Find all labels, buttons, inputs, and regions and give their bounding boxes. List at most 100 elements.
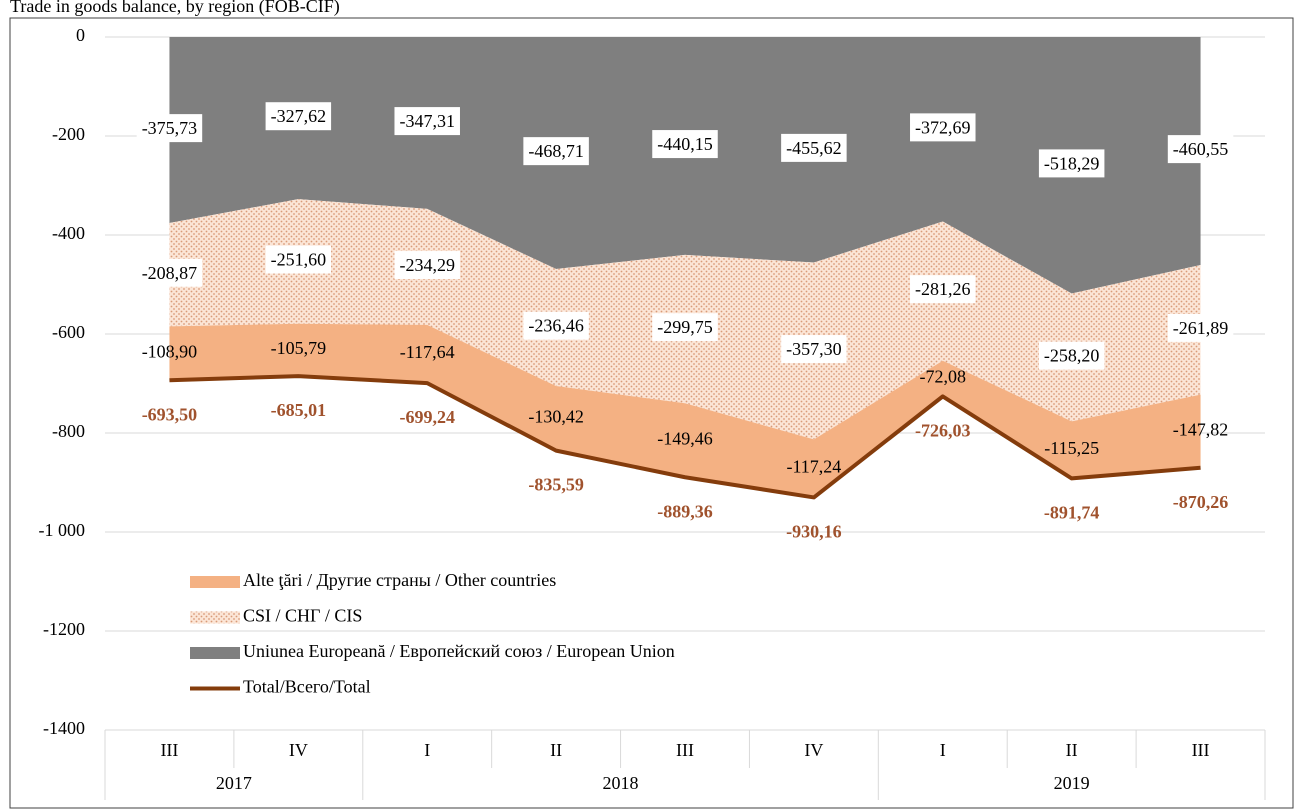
data-label-text: -347,31 (399, 111, 455, 131)
label-box (652, 313, 718, 342)
legend-label: Total/Всего/Total (243, 677, 371, 697)
data-label: -518,29 (1038, 149, 1105, 178)
data-label: -72,08 (920, 367, 967, 387)
data-label-text: -299,75 (657, 317, 713, 337)
total-label: -693,50 (142, 404, 198, 424)
data-label: -455,62 (781, 133, 847, 162)
data-label: -468,71 (523, 137, 589, 166)
total-label: -726,03 (915, 421, 971, 441)
data-label: -281,26 (910, 275, 976, 304)
total-label: -889,36 (657, 501, 713, 521)
label-box (1038, 341, 1105, 370)
label-box (1167, 135, 1234, 164)
label-box (523, 137, 589, 166)
data-label: -251,60 (265, 245, 332, 274)
data-label: -117,24 (786, 457, 841, 477)
label-box (265, 245, 332, 274)
data-label: -299,75 (652, 313, 718, 342)
data-label-text: -236,46 (528, 316, 584, 336)
label-box (136, 258, 203, 287)
label-box (394, 251, 460, 280)
area (169, 323, 1201, 498)
data-label-text: -208,87 (142, 263, 198, 283)
data-label: -147,82 (1173, 419, 1229, 439)
data-label-text: -372,69 (915, 117, 971, 137)
data-label: -261,89 (1167, 313, 1234, 342)
data-label: -327,62 (265, 102, 332, 131)
label-box (136, 114, 203, 143)
legend-label: Uniunea Europeană / Европейский союз / E… (243, 641, 675, 661)
data-label-text: -251,60 (271, 250, 327, 270)
data-label: -460,55 (1167, 135, 1234, 164)
data-label: -108,90 (142, 341, 198, 361)
data-label: -236,46 (523, 311, 589, 340)
y-tick-label: -800 (52, 421, 85, 441)
data-label-text: -130,42 (528, 406, 584, 426)
data-label: -208,87 (136, 258, 203, 287)
data-label-text: -460,55 (1173, 139, 1229, 159)
data-label-text: -357,30 (786, 339, 842, 359)
x-tick-label: III (676, 740, 694, 760)
data-label: -105,79 (271, 338, 327, 358)
data-label-text: -258,20 (1044, 346, 1100, 366)
label-box (781, 133, 847, 162)
x-tick-label: III (160, 740, 178, 760)
y-tick-label: -600 (52, 322, 85, 342)
total-label: -835,59 (528, 475, 584, 495)
x-tick-label: II (1066, 740, 1078, 760)
data-label-text: -455,62 (786, 138, 842, 158)
chart-title: Trade in goods balance, by region (FOB-C… (10, 0, 340, 17)
legend-swatch (190, 611, 240, 624)
data-label-text: -281,26 (915, 279, 971, 299)
year-label: 2018 (603, 773, 639, 793)
data-label: -258,20 (1038, 341, 1105, 370)
data-label-text: -117,24 (786, 457, 841, 477)
data-label-text: -327,62 (271, 106, 327, 126)
y-tick-label: -1200 (43, 619, 85, 639)
x-tick-label: II (550, 740, 562, 760)
data-label: -115,25 (1044, 438, 1099, 458)
data-label: -357,30 (781, 335, 847, 364)
label-box (265, 102, 332, 131)
label-box (1167, 313, 1234, 342)
y-tick-label: 0 (76, 25, 85, 45)
data-label-text: -518,29 (1044, 153, 1100, 173)
y-tick-label: -400 (52, 223, 85, 243)
label-box (652, 130, 718, 159)
y-tick-label: -1 000 (39, 520, 86, 540)
data-label-text: -149,46 (657, 428, 713, 448)
total-label: -870,26 (1173, 492, 1229, 512)
total-line (169, 374, 1201, 500)
y-tick-label: -200 (52, 124, 85, 144)
year-label: 2019 (1054, 773, 1090, 793)
data-label-text: -117,64 (400, 342, 455, 362)
data-label-text: -115,25 (1044, 438, 1099, 458)
label-box (1038, 149, 1105, 178)
data-label-text: -468,71 (528, 141, 584, 161)
data-label-text: -72,08 (920, 367, 967, 387)
data-label: -117,64 (400, 342, 455, 362)
data-label-text: -440,15 (657, 134, 713, 154)
total-label: -699,24 (399, 407, 455, 427)
label-box (394, 107, 460, 136)
legend-swatch (190, 576, 240, 588)
data-label-text: -105,79 (271, 338, 327, 358)
x-tick-label: IV (804, 740, 823, 760)
data-label-text: -147,82 (1173, 419, 1229, 439)
label-box (910, 275, 976, 304)
y-tick-label: -1400 (43, 718, 85, 738)
total-label: -891,74 (1044, 503, 1100, 523)
x-tick-label: IV (289, 740, 308, 760)
year-label: 2017 (216, 773, 252, 793)
data-label: -375,73 (136, 114, 203, 143)
legend-label: Alte ţări / Другие страны / Other countr… (243, 570, 556, 590)
total-label: -930,16 (786, 522, 842, 542)
label-box (781, 335, 847, 364)
data-label-text: -261,89 (1173, 318, 1229, 338)
label-box (910, 113, 976, 142)
legend-swatch (190, 647, 240, 659)
data-label: -347,31 (394, 107, 460, 136)
x-tick-label: I (424, 740, 430, 760)
data-label-text: -234,29 (399, 255, 455, 275)
